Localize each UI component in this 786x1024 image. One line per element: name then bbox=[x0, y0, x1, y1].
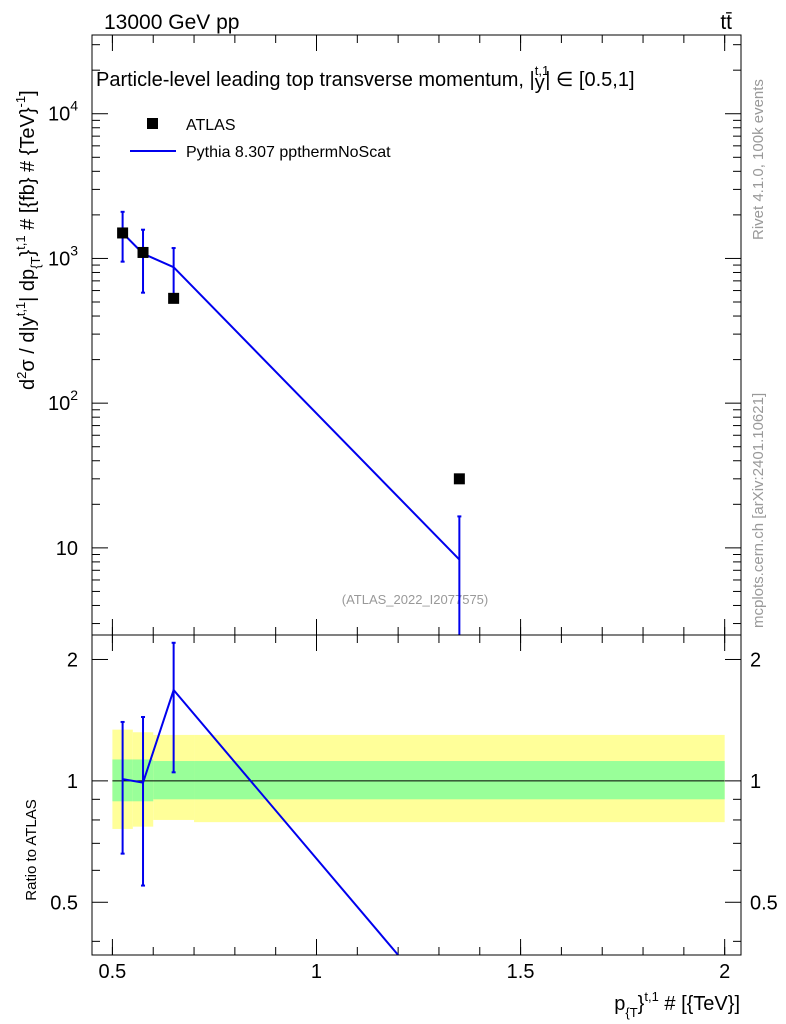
ratio-y-tick-label-right: 1 bbox=[750, 771, 761, 793]
title-sup: t,1 bbox=[535, 63, 549, 78]
energy-label: 13000 GeV pp bbox=[104, 11, 239, 34]
title-y: y bbox=[535, 72, 545, 94]
xlabel-p1-sub: {T bbox=[625, 1005, 637, 1020]
xlabel-p1: p bbox=[614, 993, 625, 1015]
main-y-tick-label: 102 bbox=[48, 387, 78, 415]
ylabel-p2: σ / d|y bbox=[17, 316, 39, 371]
ylabel-p5-sup: -1 bbox=[13, 96, 28, 108]
process-label: tt̄ bbox=[720, 11, 732, 34]
main-data bbox=[117, 210, 465, 635]
tick-base: 10 bbox=[56, 538, 78, 560]
main-title: Particle-level leading top transverse mo… bbox=[96, 63, 635, 94]
title-main: Particle-level leading top transverse mo… bbox=[96, 69, 535, 91]
legend-label-pythia: Pythia 8.307 ppthermNoScat bbox=[186, 144, 391, 161]
ratio-pythia-line bbox=[122, 688, 399, 956]
ratio-bands bbox=[112, 729, 725, 829]
ratio-band-green bbox=[194, 761, 725, 800]
x-tick-label: 2 bbox=[719, 961, 730, 983]
xlabel-p2: } bbox=[638, 993, 645, 1015]
legend-label-atlas: ATLAS bbox=[186, 117, 236, 134]
analysis-watermark: (ATLAS_2022_I2077575) bbox=[342, 592, 488, 607]
tick-exponent: 2 bbox=[70, 387, 78, 403]
ylabel-p1-sup: 2 bbox=[14, 372, 29, 379]
ratio-y-tick-label-left: 1 bbox=[67, 771, 78, 793]
ratio-data bbox=[120, 641, 399, 956]
atlas-data-point bbox=[168, 292, 180, 304]
ylabel-p1: d bbox=[17, 379, 39, 390]
main-y-tick-label: 104 bbox=[48, 98, 78, 126]
ylabel-p4: } bbox=[17, 250, 39, 257]
ratio-y-tick-label-left: 0.5 bbox=[50, 892, 78, 914]
xlabel-p3: # [{TeV}] bbox=[659, 993, 740, 1015]
ylabel-p5: # [{fb} # {TeV} bbox=[17, 107, 39, 235]
ratio-y-tick-label-right: 0.5 bbox=[750, 892, 778, 914]
x-tick-label: 1 bbox=[311, 961, 322, 983]
ylabel-p4-sup: t,1 bbox=[13, 235, 28, 249]
ylabel-p2-sup: t,1 bbox=[13, 302, 28, 316]
x-tick-label: 1.5 bbox=[507, 961, 535, 983]
source-label: mcplots.cern.ch [arXiv:2401.10621] bbox=[750, 393, 767, 628]
ylabel-p3: | dp bbox=[17, 269, 39, 302]
tick-base: 10 bbox=[48, 248, 70, 270]
pythia-line bbox=[121, 232, 461, 561]
atlas-data-point bbox=[137, 246, 149, 258]
title-rest: | ∈ [0.5,1] bbox=[545, 69, 634, 91]
x-tick-label: 0.5 bbox=[99, 961, 127, 983]
atlas-data-point bbox=[117, 227, 129, 239]
tick-base: 10 bbox=[48, 393, 70, 415]
legend-marker-atlas bbox=[147, 118, 158, 129]
xlabel-p2-sup: t,1 bbox=[644, 989, 658, 1004]
ratio-y-axis-label: Ratio to ATLAS bbox=[23, 799, 40, 900]
ratio-y-tick-label-left: 2 bbox=[67, 649, 78, 671]
ratio-y-tick-label-right: 2 bbox=[750, 649, 761, 671]
tick-base: 10 bbox=[48, 104, 70, 126]
main-y-axis-label: d2σ / d|yt,1| dp{T}t,1 # [{fb} # {TeV}-1… bbox=[13, 90, 43, 390]
ratio-panel: 0.5 0.5 1 1 2 2 0.5 1 1.5 2 Ratio to ATLAS p{T}t,… bbox=[23, 634, 778, 1020]
atlas-data-point bbox=[453, 473, 465, 485]
tick-exponent: 4 bbox=[70, 98, 78, 114]
x-axis-label: p{T}t,1 # [{TeV}] bbox=[614, 989, 740, 1020]
main-y-tick-label: 10 bbox=[56, 538, 78, 560]
main-panel: Particle-level leading top transverse mo… bbox=[13, 34, 742, 636]
main-y-tick-label: 103 bbox=[48, 242, 78, 270]
ylabel-p6: ] bbox=[17, 90, 39, 96]
tick-exponent: 3 bbox=[70, 242, 78, 258]
rivet-label: Rivet 4.1.0, 100k events bbox=[750, 79, 767, 240]
ratio-frame bbox=[91, 634, 742, 956]
ylabel-p3-sub: {T bbox=[28, 256, 43, 268]
ratio-ticks: 0.5 0.5 1 1 2 2 0.5 1 1.5 2 bbox=[50, 635, 778, 983]
